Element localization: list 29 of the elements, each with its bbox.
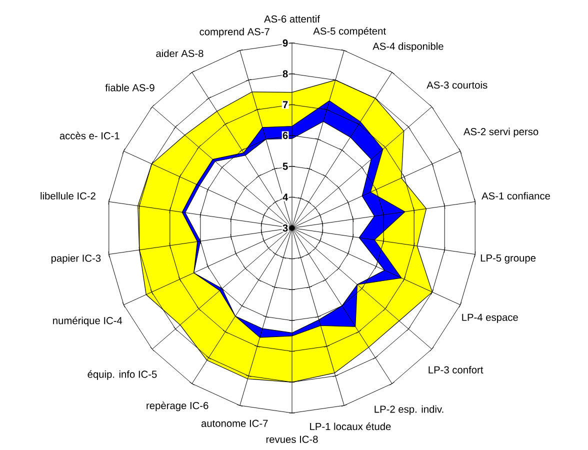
spoke-label: équip. info IC-5: [88, 370, 157, 380]
y-tick-label: 7: [282, 101, 288, 108]
y-tick-label: 4: [282, 194, 288, 201]
spoke-label: accès e- IC-1: [60, 132, 120, 140]
spoke-label: revues IC-8: [266, 436, 318, 443]
spoke-label: AS-4 disponible: [372, 42, 444, 52]
spoke-label: libellule IC-2: [40, 192, 96, 200]
spoke-label: aider AS-8: [156, 50, 204, 58]
spoke-label: AS-6 attentif: [264, 15, 320, 23]
spoke-label: LP-2 esp. indiv.: [374, 405, 444, 415]
y-tick-label: 9: [282, 39, 288, 47]
y-tick-label: 6: [282, 132, 288, 140]
spoke-label: repèrage IC-6: [146, 402, 208, 412]
spoke-label: AS-1 confiance: [482, 192, 550, 200]
y-tick-label: 5: [282, 162, 288, 170]
spoke-label: AS-3 courtois: [426, 81, 488, 89]
spoke-label: AS-2 servi perso: [464, 128, 538, 138]
spoke-label: LP-4 espace: [462, 314, 518, 323]
spoke-label: LP-5 groupe: [480, 254, 536, 264]
y-tick-label: 3: [282, 224, 288, 232]
spoke-label: LP-1 locaux étude: [310, 422, 391, 430]
spoke-label: AS-5 compétent: [313, 27, 386, 37]
spoke-label: autonome IC-7: [201, 420, 268, 427]
spoke-label: papier IC-3: [51, 254, 101, 264]
spoke-label: comprend AS-7: [200, 28, 270, 38]
y-tick-label: 8: [282, 70, 288, 78]
spoke-label: fiable AS-9: [105, 84, 154, 92]
spoke-label: LP-3 confort: [428, 366, 484, 374]
spoke-label: numérique IC-4: [53, 316, 122, 326]
